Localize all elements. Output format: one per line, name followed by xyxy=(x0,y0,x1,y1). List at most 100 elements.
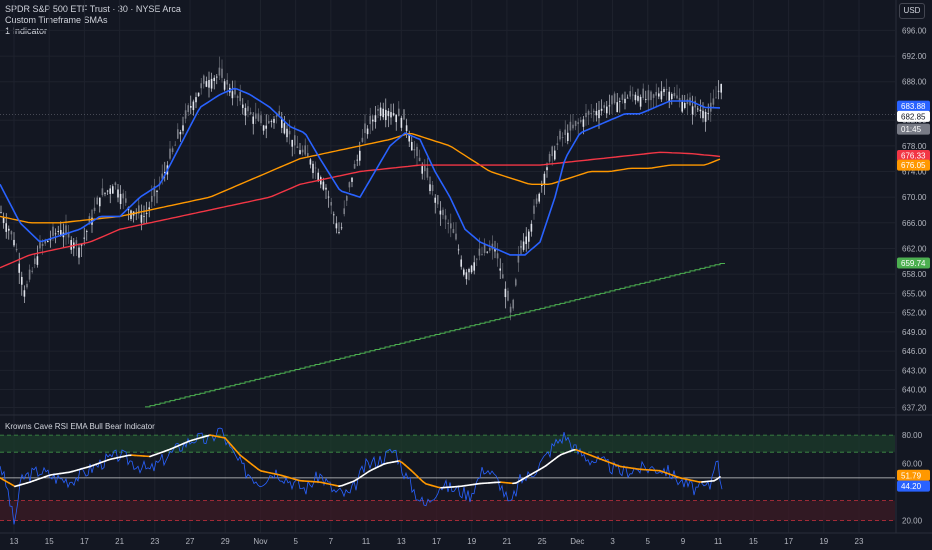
candle-body xyxy=(684,103,686,108)
candle-body xyxy=(652,94,655,98)
candle-body xyxy=(658,93,660,97)
candle-body xyxy=(476,258,478,260)
candle-body xyxy=(216,76,218,78)
candle-body xyxy=(671,93,673,100)
candle-body xyxy=(47,240,49,242)
candle-body xyxy=(57,230,59,232)
candle-body xyxy=(356,159,358,161)
candle-body xyxy=(270,121,273,122)
candle-body xyxy=(509,306,512,313)
indicator-title[interactable]: Krowns Cave RSI EMA Bull Bear Indicator xyxy=(5,422,155,431)
candle-body xyxy=(634,94,637,101)
candle-body xyxy=(10,231,13,235)
candle-body xyxy=(221,68,223,78)
rsi-tick-label: 60.00 xyxy=(902,460,923,469)
candle-body xyxy=(31,270,33,272)
symbol-title[interactable]: SPDR S&P 500 ETF Trust · 30 · NYSE Arca xyxy=(5,4,181,14)
candle-body xyxy=(218,67,221,76)
candle-body xyxy=(621,94,624,100)
candle-body xyxy=(387,110,390,117)
candle-body xyxy=(119,193,122,204)
candle-body xyxy=(377,108,379,111)
candle-body xyxy=(538,193,540,202)
indicator-count-label[interactable]: 1 Indicator xyxy=(5,26,48,36)
candle-body xyxy=(525,236,527,245)
price-tag-label: 682.85 xyxy=(901,112,926,121)
candle-body xyxy=(112,186,114,194)
candle-body xyxy=(395,114,397,123)
candle-body xyxy=(676,95,678,99)
candle-body xyxy=(296,146,299,148)
candle-body xyxy=(372,119,374,122)
candle-body xyxy=(608,105,611,107)
price-tick-label: 688.00 xyxy=(902,78,927,87)
price-candles xyxy=(0,56,722,321)
candle-body xyxy=(403,109,405,120)
candle-body xyxy=(629,91,631,97)
indicator-sma-label[interactable]: Custom Timeframe SMAs xyxy=(5,15,108,25)
chart-legend: SPDR S&P 500 ETF Trust · 30 · NYSE Arca … xyxy=(5,4,181,37)
candle-body xyxy=(717,90,720,92)
candle-body xyxy=(504,288,507,298)
candle-body xyxy=(140,214,143,223)
time-tick-label: 17 xyxy=(80,537,89,546)
candle-body xyxy=(164,172,166,174)
candle-body xyxy=(431,184,434,192)
candle-body xyxy=(626,97,629,99)
candle-body xyxy=(528,231,530,242)
candle-body xyxy=(632,94,634,96)
candle-body xyxy=(26,283,28,288)
candle-body xyxy=(624,98,626,104)
candle-body xyxy=(559,130,561,140)
candle-body xyxy=(465,272,468,280)
candle-body xyxy=(496,253,499,259)
candle-body xyxy=(286,128,288,138)
candle-body xyxy=(257,113,260,121)
candle-body xyxy=(273,118,275,123)
candle-body xyxy=(650,91,652,101)
time-tick-label: 25 xyxy=(538,537,547,546)
candle-body xyxy=(580,120,582,122)
candle-body xyxy=(312,163,314,173)
candle-body xyxy=(283,123,286,134)
candle-body xyxy=(169,148,171,159)
candle-body xyxy=(304,145,306,155)
candle-body xyxy=(439,210,442,215)
candle-body xyxy=(106,190,109,192)
candle-body xyxy=(413,149,416,151)
candle-body xyxy=(236,96,239,98)
candle-body xyxy=(104,192,106,194)
rsi-tick-label: 80.00 xyxy=(902,431,923,440)
candle-body xyxy=(255,113,257,119)
candle-body xyxy=(291,139,293,147)
candle-body xyxy=(442,209,444,216)
time-tick-label: 19 xyxy=(467,537,476,546)
candle-body xyxy=(70,239,72,250)
time-tick-label: 17 xyxy=(784,537,793,546)
candle-body xyxy=(543,173,546,185)
candle-body xyxy=(551,146,553,157)
price-tick-label: 692.00 xyxy=(902,52,927,61)
candle-body xyxy=(205,81,208,87)
price-tick-label: 674.00 xyxy=(902,168,927,177)
candle-body xyxy=(78,247,80,258)
candle-body xyxy=(663,88,665,93)
candle-body xyxy=(28,269,31,280)
candle-body xyxy=(554,150,556,160)
candle-body xyxy=(317,172,319,182)
candle-body xyxy=(195,97,197,103)
candle-body xyxy=(54,233,57,235)
candle-body xyxy=(533,205,535,214)
candle-body xyxy=(720,83,722,93)
candle-body xyxy=(96,197,98,205)
candle-body xyxy=(145,212,148,214)
currency-button[interactable]: USD xyxy=(899,3,925,19)
candle-body xyxy=(520,246,522,248)
candle-body xyxy=(252,116,254,124)
candle-body xyxy=(234,88,236,95)
sma-lines xyxy=(0,87,725,408)
candle-body xyxy=(187,105,189,112)
candle-body xyxy=(473,262,475,271)
candle-body xyxy=(390,112,392,118)
